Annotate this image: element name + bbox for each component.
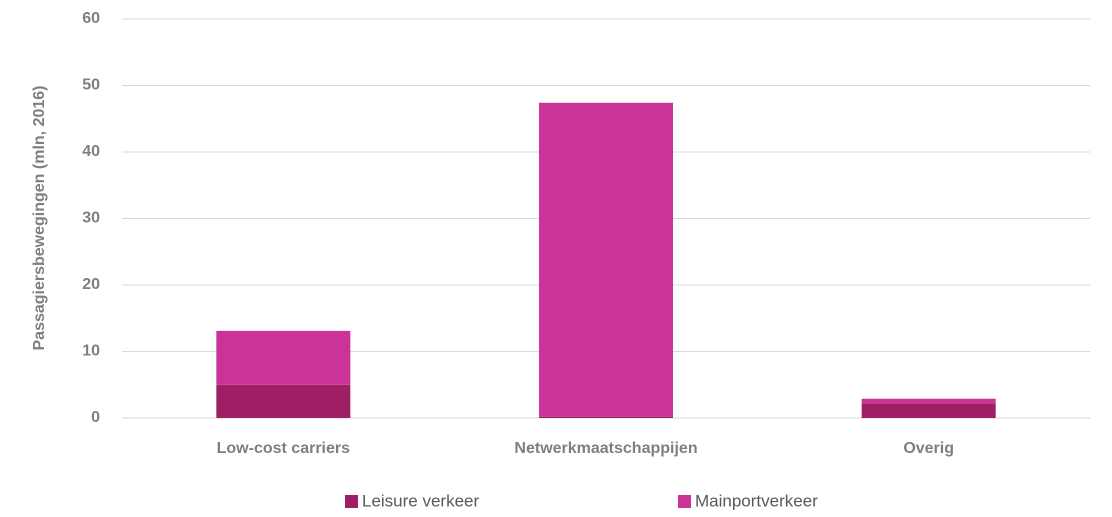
y-tick-label: 10 — [82, 343, 100, 360]
legend-label: Mainportverkeer — [695, 491, 818, 510]
y-tick-label: 50 — [82, 77, 100, 94]
y-axis-label: Passagiersbewegingen (mln, 2016) — [31, 86, 48, 351]
bar-segment — [861, 398, 996, 404]
bar-segment — [216, 384, 351, 418]
legend-swatch — [678, 495, 691, 508]
legend-swatch — [345, 495, 358, 508]
x-tick-label: Netwerkmaatschappijen — [514, 440, 697, 457]
y-tick-label: 20 — [82, 276, 100, 293]
bar-segment — [861, 403, 996, 418]
x-tick-label: Overig — [903, 440, 954, 457]
bar-segment — [216, 330, 351, 385]
y-tick-label: 30 — [82, 210, 100, 227]
y-tick-label: 0 — [91, 409, 100, 426]
bar-segment — [539, 416, 673, 418]
bar-segment — [539, 102, 673, 417]
y-tick-label: 60 — [82, 10, 100, 27]
x-tick-label: Low-cost carriers — [217, 440, 350, 457]
y-tick-label: 40 — [82, 143, 100, 160]
legend-label: Leisure verkeer — [362, 491, 480, 510]
